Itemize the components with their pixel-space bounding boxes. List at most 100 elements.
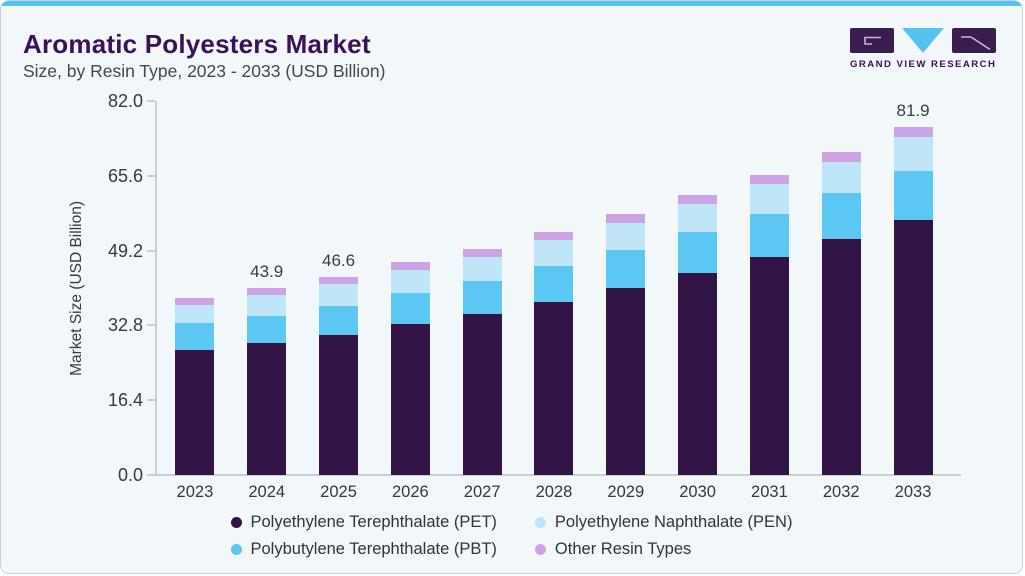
bar-segment-pen-2031: [749, 183, 789, 214]
bar-segment-other-2033: [893, 126, 933, 138]
x-tick-label-2023: 2023: [176, 483, 214, 501]
bar-segment-pbt-2029: [606, 250, 646, 288]
bar-segment-pen-2028: [534, 239, 574, 267]
bar-segment-pen-2032: [821, 161, 861, 194]
bar-2031: [749, 174, 789, 475]
y-tick-82.0: [147, 100, 155, 102]
bar-segment-pbt-2032: [821, 193, 861, 240]
bar-segment-pen-2026: [390, 269, 430, 293]
x-tick-label-2028: 2028: [535, 483, 573, 501]
bar-segment-pet-2024: [247, 343, 287, 475]
bar-2028: [534, 231, 574, 475]
legend-item-other: Other Resin Types: [534, 539, 793, 559]
y-tick-label-65.6: 65.6: [107, 165, 143, 186]
bar-segment-pet-2026: [390, 323, 430, 475]
bar-segment-pen-2023: [175, 304, 215, 324]
bar-segment-pet-2025: [319, 335, 359, 475]
bar-segment-other-2027: [462, 248, 502, 257]
bar-segment-pbt-2030: [678, 232, 718, 273]
x-tick-label-2032: 2032: [822, 483, 860, 501]
x-tick-label-2030: 2030: [679, 483, 716, 501]
x-tick-label-2033: 2033: [894, 483, 932, 501]
bar-segment-pbt-2028: [534, 266, 574, 302]
bar-segment-other-2031: [749, 174, 789, 184]
legend-label-pen: Polyethylene Naphthalate (PEN): [554, 513, 793, 531]
bar-segment-other-2029: [606, 214, 646, 223]
bar-segment-pbt-2023: [175, 323, 215, 350]
bar-total-label-2025: 46.6: [321, 251, 356, 271]
bar-segment-pet-2023: [175, 349, 215, 475]
legend-swatch-other: [534, 543, 546, 555]
bar-2029: [606, 214, 646, 475]
bar-segment-pet-2028: [534, 301, 574, 475]
page-subtitle: Size, by Resin Type, 2023 - 2033 (USD Bi…: [23, 61, 386, 81]
y-tick-label-49.2: 49.2: [107, 240, 143, 261]
legend-swatch-pen: [534, 516, 546, 528]
y-tick-label-32.8: 32.8: [107, 315, 143, 336]
bar-segment-pen-2024: [247, 295, 287, 316]
legend-label-pbt: Polybutylene Terephthalate (PBT): [250, 540, 497, 558]
x-tick-label-2025: 2025: [320, 483, 357, 501]
bar-2032: [821, 152, 861, 475]
bar-segment-other-2032: [821, 152, 861, 162]
bar-segment-pen-2033: [893, 137, 933, 172]
legend: Polyethylene Terephthalate (PET) Polyethy…: [1, 512, 1022, 559]
bar-segment-pet-2033: [893, 219, 933, 475]
legend-item-pet: Polyethylene Terephthalate (PET): [230, 512, 497, 532]
bar-segment-pet-2029: [606, 288, 646, 475]
bar-2023: [175, 297, 215, 475]
bar-total-label-2024: 43.9: [250, 262, 284, 282]
legend-swatch-pbt: [230, 543, 242, 555]
bar-segment-other-2026: [390, 262, 430, 270]
y-tick-label-16.4: 16.4: [107, 390, 143, 411]
x-tick-label-2024: 2024: [248, 483, 286, 501]
y-axis-line: [155, 101, 157, 475]
x-axis-labels: 2023 2024 2025 2026 2027 2028 2029 2030 2031 2032…: [155, 482, 961, 502]
y-tick-32.8: [147, 324, 155, 327]
x-tick-label-2026: 2026: [391, 483, 429, 501]
bar-segment-pen-2029: [606, 222, 646, 251]
card-accent-bar: [1, 1, 1022, 6]
legend-item-pen: Polyethylene Naphthalate (PEN): [534, 512, 793, 532]
y-tick-49.2: [147, 249, 155, 252]
x-tick-label-2027: 2027: [463, 483, 501, 501]
bar-segment-pbt-2033: [893, 171, 933, 220]
bar-2033: 81.9: [893, 101, 933, 475]
bar-segment-pen-2025: [319, 284, 359, 306]
bar-segment-pet-2030: [678, 272, 718, 475]
bar-segment-pbt-2031: [749, 213, 789, 257]
bar-segment-other-2023: [175, 297, 215, 305]
bar-segment-pbt-2024: [247, 315, 287, 344]
bar-total-label-2033: 81.9: [896, 100, 930, 120]
legend-label-pet: Polyethylene Terephthalate (PET): [250, 513, 497, 531]
bar-segment-pbt-2025: [319, 305, 359, 336]
y-tick-0.0: [147, 474, 155, 476]
bar-segment-other-2028: [534, 231, 574, 240]
gvr-logo-marks: [850, 28, 996, 53]
bars-container: 43.9 46.6 81.9: [155, 101, 961, 475]
bar-2025: 46.6: [319, 251, 359, 475]
x-axis-line: [147, 474, 961, 476]
x-tick-label-2031: 2031: [751, 483, 788, 501]
bar-segment-pet-2031: [749, 256, 789, 475]
bar-segment-other-2025: [319, 277, 359, 285]
gvr-logo-triangle-icon: [902, 28, 944, 53]
gvr-logo: GRAND VIEW RESEARCH: [850, 28, 996, 70]
legend-item-pbt: Polybutylene Terephthalate (PBT): [230, 539, 497, 559]
bar-2027: [462, 248, 502, 475]
legend-grid: Polyethylene Terephthalate (PET) Polyethy…: [230, 512, 793, 559]
y-tick-label-0.0: 0.0: [117, 465, 143, 485]
bar-2024: 43.9: [247, 262, 287, 475]
bar-2026: [390, 262, 430, 475]
y-tick-label-82.0: 82.0: [107, 91, 143, 111]
gvr-logo-text: GRAND VIEW RESEARCH: [850, 59, 997, 70]
page-title: Aromatic Polyesters Market: [23, 29, 371, 59]
gvr-logo-r-icon: [952, 28, 996, 53]
legend-swatch-pet: [230, 516, 242, 528]
bar-segment-other-2030: [678, 194, 718, 204]
y-tick-65.6: [147, 174, 155, 177]
x-tick-label-2029: 2029: [607, 483, 645, 501]
bar-segment-other-2024: [247, 288, 287, 296]
bar-segment-pbt-2027: [462, 280, 502, 314]
